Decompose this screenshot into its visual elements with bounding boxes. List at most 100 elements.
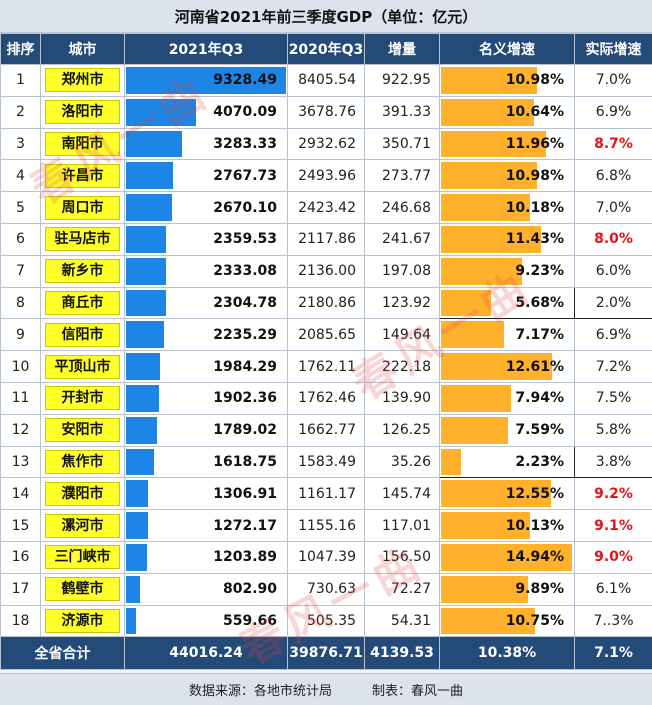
nominal-growth-cell: 14.94%: [439, 540, 575, 574]
gdp-2020q3-cell: 1762.46: [287, 381, 365, 415]
gdp-2020q3-cell: 2493.96: [287, 159, 365, 193]
gdp-bar: [126, 512, 148, 539]
real-growth-cell: 9.0%: [574, 540, 652, 574]
rank-cell: 1: [0, 64, 41, 97]
gdp-2020q3-cell: 1762.11: [287, 350, 365, 383]
gdp-2021q3-value: 9328.49: [213, 72, 277, 89]
gdp-2020q3-cell: 2085.65: [287, 318, 365, 352]
table-row: 8 商丘市 2304.78 2180.86 123.92 5.68% 2.0%: [0, 286, 652, 320]
gdp-2021q3-value: 1618.75: [213, 453, 277, 470]
table-row: 10 平顶山市 1984.29 1762.11 222.18 12.61% 7.2%: [0, 350, 652, 383]
nominal-growth-cell: 10.13%: [439, 509, 575, 542]
nominal-growth-cell: 7.94%: [439, 381, 575, 415]
nominal-growth-bar: [441, 575, 528, 603]
gdp-2020q3-cell: 2117.86: [287, 222, 365, 256]
real-growth-cell: 8.7%: [574, 127, 652, 161]
nominal-growth-cell: 5.68%: [439, 286, 575, 320]
nominal-growth-bar: [441, 162, 538, 190]
real-growth-cell: 7.5%: [574, 381, 652, 415]
rank-cell: 14: [0, 477, 41, 511]
city-name: 郑州市: [45, 68, 120, 93]
gdp-2021q3-cell: 1203.89: [124, 540, 288, 574]
header-increase: 增量: [364, 33, 440, 65]
table-row: 17 鹤壁市 802.90 730.63 72.27 9.89% 6.1%: [0, 572, 652, 606]
gdp-2020q3-cell: 1662.77: [287, 413, 365, 447]
gdp-bar: [126, 416, 157, 444]
increase-cell: 391.33: [364, 95, 440, 129]
city-name: 商丘市: [45, 290, 120, 315]
nominal-growth-value: 12.55%: [505, 485, 564, 502]
nominal-growth-bar: [441, 257, 522, 285]
table-row: 2 洛阳市 4070.09 3678.76 391.33 10.64% 6.9%: [0, 95, 652, 129]
total-gdp-2020q3: 39876.71: [287, 636, 365, 671]
gdp-2021q3-value: 1984.29: [213, 358, 277, 375]
increase-cell: 117.01: [364, 509, 440, 542]
nominal-growth-cell: 10.75%: [439, 604, 575, 638]
nominal-growth-bar: [441, 512, 530, 539]
source-footer: 数据来源：各地市统计局 制表：春风一曲: [0, 673, 652, 705]
nominal-growth-cell: 9.23%: [439, 254, 575, 288]
nominal-growth-bar: [441, 607, 536, 635]
gdp-2021q3-cell: 4070.09: [124, 95, 288, 129]
increase-cell: 350.71: [364, 127, 440, 161]
table-row: 4 许昌市 2767.73 2493.96 273.77 10.98% 6.8%: [0, 159, 652, 193]
rank-cell: 11: [0, 381, 41, 415]
increase-cell: 273.77: [364, 159, 440, 193]
gdp-bar: [126, 67, 286, 94]
city-name: 鹤壁市: [45, 577, 120, 602]
city-cell: 焦作市: [40, 445, 125, 479]
table-row: 3 南阳市 3283.33 2932.62 350.71 11.96% 8.7%: [0, 127, 652, 161]
header-rank: 排序: [0, 33, 41, 65]
gdp-bar: [126, 130, 183, 158]
city-cell: 新乡市: [40, 254, 125, 288]
gdp-table: 排序 城市 2021年Q3 2020年Q3 增量 名义增速 实际增速 1 郑州市 9…: [0, 33, 652, 671]
rank-cell: 18: [0, 604, 41, 638]
nominal-growth-bar: [441, 384, 511, 412]
table-row: 12 安阳市 1789.02 1662.77 126.25 7.59% 5.8%: [0, 413, 652, 447]
rank-cell: 9: [0, 318, 41, 352]
rank-cell: 3: [0, 127, 41, 161]
table-row: 9 信阳市 2235.29 2085.65 149.64 7.17% 6.9%: [0, 318, 652, 352]
city-cell: 漯河市: [40, 509, 125, 542]
gdp-2020q3-cell: 1047.39: [287, 540, 365, 574]
real-growth-cell: 5.8%: [574, 413, 652, 447]
table-header-row: 排序 城市 2021年Q3 2020年Q3 增量 名义增速 实际增速: [0, 33, 652, 65]
increase-cell: 246.68: [364, 191, 440, 224]
gdp-2021q3-value: 2767.73: [213, 167, 277, 184]
gdp-2021q3-value: 802.90: [222, 581, 277, 598]
city-cell: 许昌市: [40, 159, 125, 193]
increase-cell: 35.26: [364, 445, 440, 479]
gdp-2021q3-value: 2304.78: [213, 294, 277, 311]
real-growth-cell: 8.0%: [574, 222, 652, 256]
nominal-growth-value: 10.18%: [505, 199, 564, 216]
nominal-growth-value: 12.61%: [505, 358, 564, 375]
rank-cell: 10: [0, 350, 41, 383]
gdp-bar: [126, 480, 149, 508]
table-row: 13 焦作市 1618.75 1583.49 35.26 2.23% 3.8%: [0, 445, 652, 479]
real-growth-cell: 6.8%: [574, 159, 652, 193]
nominal-growth-cell: 10.64%: [439, 95, 575, 129]
rank-cell: 2: [0, 95, 41, 129]
total-nominal-growth: 10.38%: [439, 636, 575, 671]
rank-cell: 17: [0, 572, 41, 606]
gdp-2021q3-cell: 1306.91: [124, 477, 288, 511]
nominal-growth-value: 9.23%: [515, 263, 564, 280]
nominal-growth-bar: [441, 194, 531, 221]
nominal-growth-value: 7.59%: [515, 422, 564, 439]
real-growth-cell: 7.2%: [574, 350, 652, 383]
increase-cell: 149.64: [364, 318, 440, 352]
rank-cell: 13: [0, 445, 41, 479]
nominal-growth-value: 7.17%: [515, 326, 564, 343]
city-cell: 三门峡市: [40, 540, 125, 574]
city-name: 济源市: [45, 608, 120, 633]
city-name: 驻马店市: [45, 227, 120, 252]
total-increase: 4139.53: [364, 636, 440, 671]
city-cell: 洛阳市: [40, 95, 125, 129]
gdp-bar: [126, 575, 140, 603]
table-author: 制表：春风一曲: [372, 684, 464, 699]
gdp-2021q3-value: 3283.33: [213, 135, 277, 152]
gdp-2020q3-cell: 8405.54: [287, 64, 365, 97]
rank-cell: 12: [0, 413, 41, 447]
total-gdp-2021q3: 44016.24: [124, 636, 288, 671]
gdp-2020q3-cell: 2180.86: [287, 286, 365, 320]
